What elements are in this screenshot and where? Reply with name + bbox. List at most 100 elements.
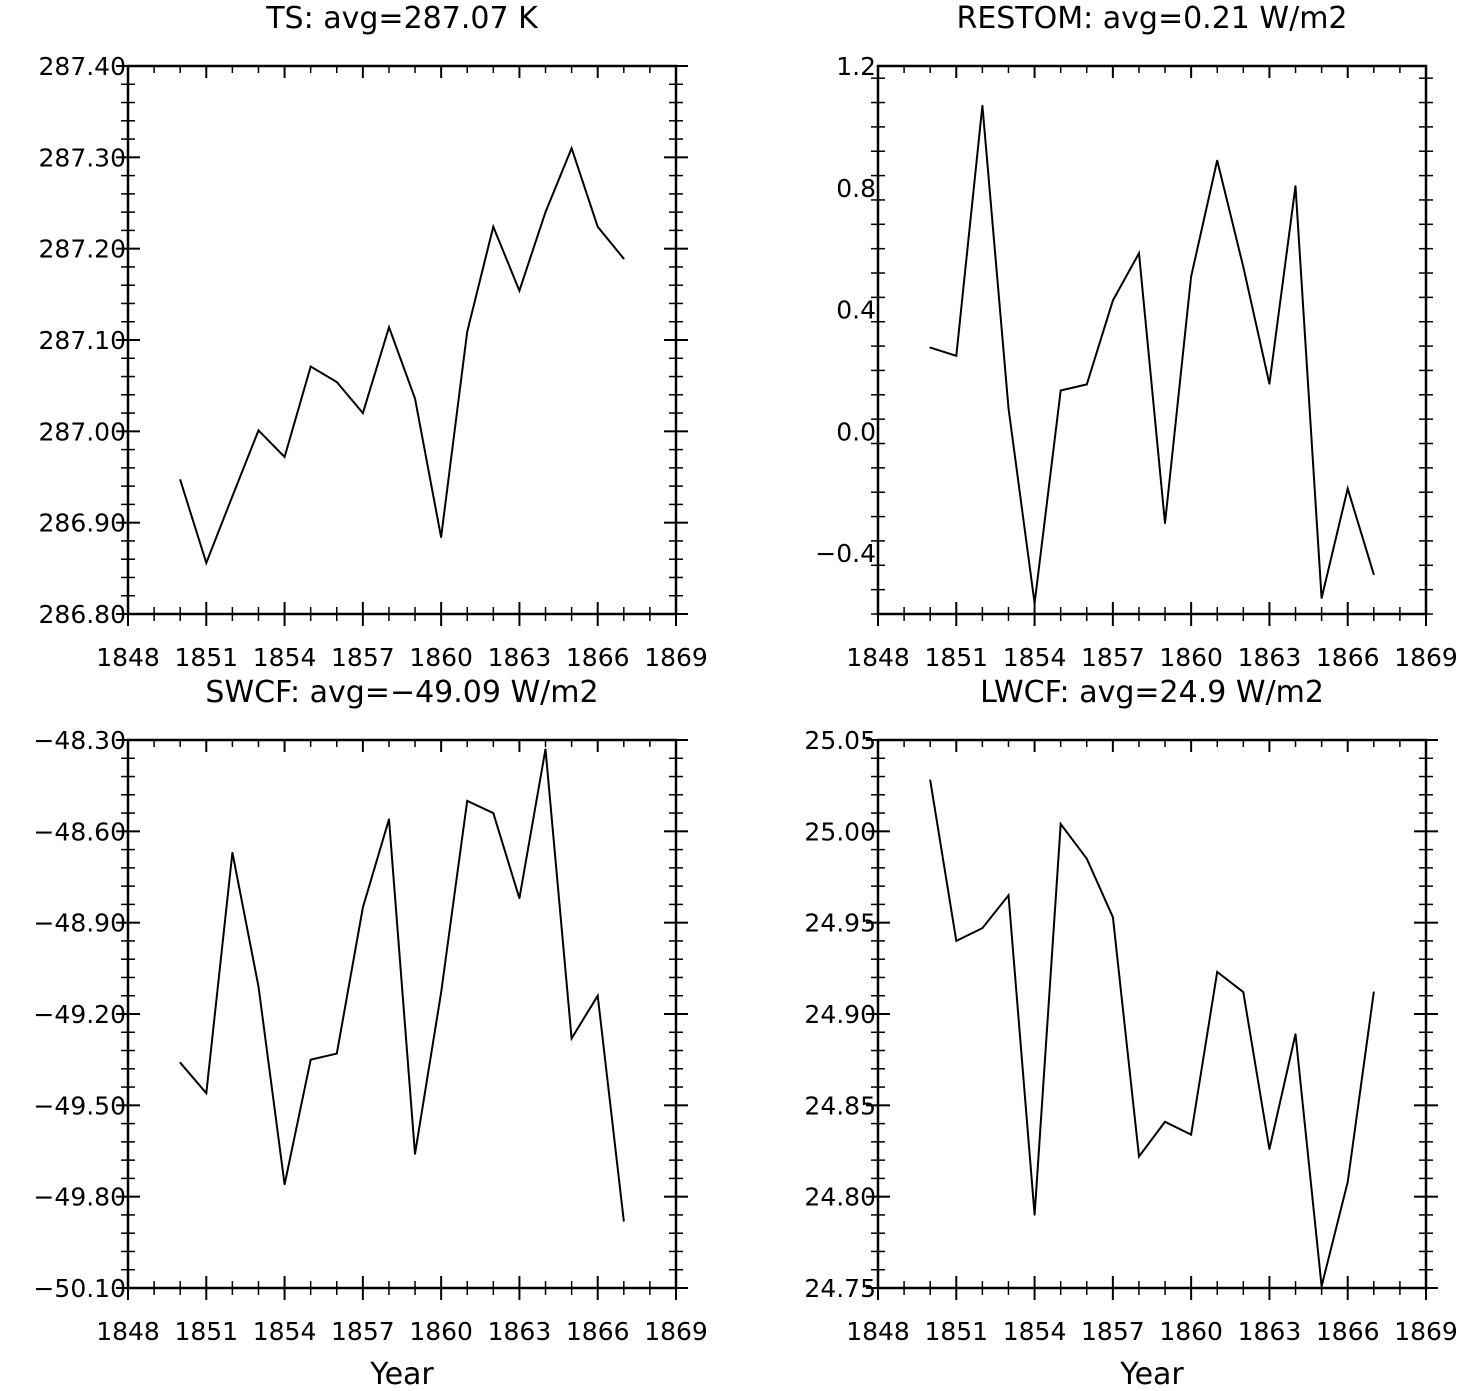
x-tick-label: 1854 (1003, 643, 1067, 672)
series-line (929, 780, 1375, 1287)
series-line (179, 748, 625, 1222)
data-point (440, 536, 442, 539)
x-tick-label: 1854 (1003, 1317, 1067, 1346)
data-point (1112, 299, 1114, 302)
y-tick-label: −48.30 (33, 726, 126, 755)
x-tick-label: 1857 (1081, 1317, 1145, 1346)
plot-frame (876, 738, 1428, 1290)
data-point (1190, 1133, 1192, 1136)
y-tick-label: 24.85 (804, 1091, 876, 1120)
chart-title: SWCF: avg=−49.09 W/m2 (205, 675, 598, 710)
data-point (388, 326, 390, 329)
data-point (1373, 991, 1375, 993)
data-point (1373, 573, 1375, 576)
x-tick-label: 1866 (1316, 643, 1380, 672)
chart-title: TS: avg=287.07 K (265, 1, 539, 36)
data-point (205, 1092, 208, 1094)
x-tick-label: 1848 (96, 643, 160, 672)
data-point (623, 257, 625, 260)
y-tick-label: 287.00 (39, 417, 126, 446)
data-point (544, 211, 547, 213)
x-tick-label: 1851 (924, 1317, 988, 1346)
chart-panel-2: RESTOM: avg=0.21 W/m2 1848 1851 1854 1857 186… (815, 1, 1458, 672)
data-point (955, 355, 958, 357)
y-tick-label: 0.0 (836, 417, 876, 446)
data-point (414, 1153, 416, 1155)
data-point (179, 1061, 181, 1064)
y-tick-label: 25.00 (804, 817, 876, 846)
data-point (570, 147, 573, 149)
data-point (335, 381, 338, 383)
x-axis-label: Year (1119, 1357, 1184, 1386)
series-line (929, 105, 1375, 604)
data-point (257, 429, 260, 432)
x-tick-label: 1851 (924, 643, 988, 672)
x-tick-label: 1851 (174, 643, 238, 672)
data-point (544, 748, 547, 750)
data-point (1216, 159, 1219, 162)
x-tick-label: 1869 (644, 1317, 708, 1346)
data-point (1112, 916, 1114, 918)
x-tick-label: 1857 (331, 1317, 395, 1346)
data-point (1216, 971, 1219, 973)
x-tick-label: 1854 (253, 1317, 317, 1346)
x-tick-label: 1863 (488, 1317, 552, 1346)
data-point (981, 104, 984, 107)
data-point (231, 495, 234, 497)
y-tick-label: 24.80 (804, 1183, 876, 1212)
x-tick-label: 1863 (1238, 1317, 1302, 1346)
data-point (414, 397, 416, 400)
x-tick-label: 1851 (174, 1317, 238, 1346)
y-tick-label: 24.75 (804, 1274, 876, 1303)
x-axis-label: Year (369, 1357, 434, 1386)
chart-title: LWCF: avg=24.9 W/m2 (980, 675, 1324, 710)
data-point (179, 478, 181, 481)
data-point (929, 346, 931, 349)
data-point (1320, 1285, 1323, 1287)
x-tick-label: 1863 (1238, 643, 1302, 672)
x-tick-label: 1860 (1159, 1317, 1223, 1346)
data-point (440, 991, 442, 994)
data-point (981, 927, 984, 929)
y-tick-label: −48.90 (33, 909, 126, 938)
data-point (570, 1037, 573, 1040)
x-tick-label: 1869 (1394, 1317, 1458, 1346)
data-point (1190, 275, 1192, 278)
data-point (1294, 185, 1297, 187)
data-point (596, 225, 599, 228)
data-point (1164, 1120, 1166, 1123)
data-point (231, 851, 234, 854)
y-tick-label: 287.20 (39, 235, 126, 264)
data-point (1059, 389, 1062, 392)
data-point (466, 330, 469, 333)
x-tick-label: 1869 (1394, 643, 1458, 672)
data-point (362, 906, 364, 909)
data-point (283, 456, 286, 458)
y-tick-label: −50.10 (33, 1274, 126, 1303)
x-tick-label: 1869 (644, 643, 708, 672)
y-tick-label: 1.2 (836, 52, 876, 81)
data-point (1320, 597, 1323, 599)
y-tick-label: 0.4 (836, 296, 876, 325)
data-point (1164, 522, 1166, 525)
data-point (1085, 857, 1088, 860)
data-point (623, 1220, 625, 1222)
data-point (1007, 894, 1010, 897)
chart-panel-3: SWCF: avg=−49.09 W/m2 1848 1851 1854 1857 186… (33, 675, 708, 1391)
data-point (1346, 487, 1349, 490)
data-point (1138, 1155, 1140, 1158)
y-tick-label: −49.50 (33, 1091, 126, 1120)
data-point (1007, 407, 1010, 409)
x-tick-label: 1860 (409, 643, 473, 672)
data-point (388, 818, 390, 820)
data-point (596, 994, 599, 997)
y-tick-label: 287.30 (39, 143, 126, 172)
x-tick-label: 1866 (566, 643, 630, 672)
data-point (309, 1058, 312, 1061)
data-point (1346, 1181, 1349, 1183)
chart-title: RESTOM: avg=0.21 W/m2 (956, 1, 1347, 36)
plot-frame (876, 64, 1428, 616)
data-point (205, 562, 208, 564)
